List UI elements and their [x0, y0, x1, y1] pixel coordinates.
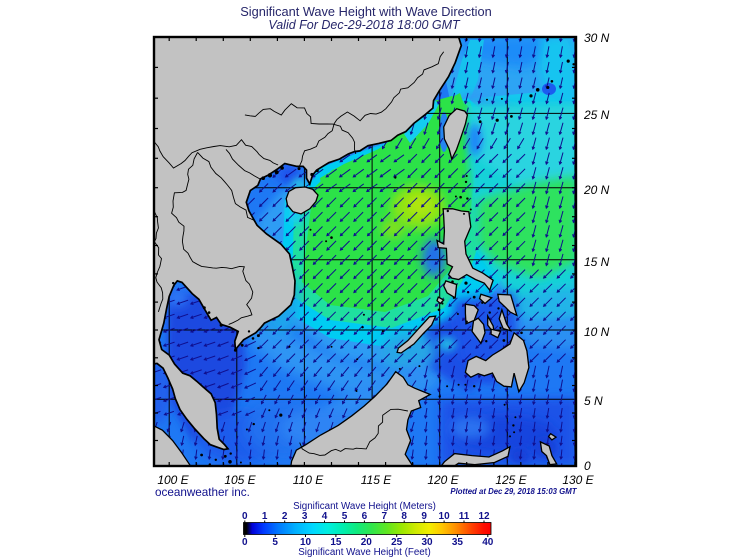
svg-text:35: 35	[452, 537, 464, 548]
svg-text:3: 3	[302, 511, 308, 522]
svg-text:5: 5	[272, 537, 278, 548]
svg-text:6: 6	[362, 511, 368, 522]
svg-text:2: 2	[282, 511, 288, 522]
svg-text:20 N: 20 N	[583, 183, 610, 197]
svg-text:115 E: 115 E	[361, 473, 392, 487]
svg-text:30 N: 30 N	[584, 31, 610, 45]
svg-text:10: 10	[439, 511, 451, 522]
svg-text:0: 0	[242, 511, 248, 522]
svg-text:4: 4	[322, 511, 328, 522]
svg-text:Plotted at Dec 29, 2018 15:03: Plotted at Dec 29, 2018 15:03 GMT	[450, 487, 577, 496]
svg-text:1: 1	[262, 511, 268, 522]
svg-text:30: 30	[421, 537, 433, 548]
svg-text:5 N: 5 N	[584, 394, 603, 408]
svg-text:Significant Wave Height with W: Significant Wave Height with Wave Direct…	[240, 4, 492, 19]
svg-text:25: 25	[391, 537, 403, 548]
svg-text:15: 15	[330, 537, 342, 548]
svg-text:120 E: 120 E	[427, 473, 459, 487]
svg-text:0: 0	[584, 459, 591, 473]
svg-text:0: 0	[242, 537, 248, 548]
svg-text:130 E: 130 E	[562, 473, 594, 487]
svg-text:15 N: 15 N	[584, 255, 610, 269]
svg-text:125 E: 125 E	[495, 473, 527, 487]
svg-text:oceanweather inc.: oceanweather inc.	[155, 486, 250, 499]
svg-text:9: 9	[421, 511, 427, 522]
svg-text:40: 40	[482, 537, 494, 548]
svg-text:105 E: 105 E	[224, 473, 256, 487]
svg-text:7: 7	[382, 511, 388, 522]
svg-text:110 E: 110 E	[293, 473, 324, 487]
svg-text:Significant Wave Height (Meter: Significant Wave Height (Meters)	[293, 501, 436, 512]
svg-text:12: 12	[478, 511, 490, 522]
svg-text:25 N: 25 N	[583, 108, 610, 122]
svg-text:8: 8	[401, 511, 407, 522]
svg-text:10: 10	[300, 537, 312, 548]
svg-text:10 N: 10 N	[584, 325, 610, 339]
svg-text:5: 5	[342, 511, 348, 522]
svg-text:20: 20	[361, 537, 373, 548]
svg-text:Significant Wave Height (Feet): Significant Wave Height (Feet)	[298, 547, 431, 558]
svg-text:Valid For Dec-29-2018 18:00 GM: Valid For Dec-29-2018 18:00 GMT	[268, 18, 461, 32]
svg-text:11: 11	[459, 511, 470, 522]
svg-text:100 E: 100 E	[157, 473, 189, 487]
